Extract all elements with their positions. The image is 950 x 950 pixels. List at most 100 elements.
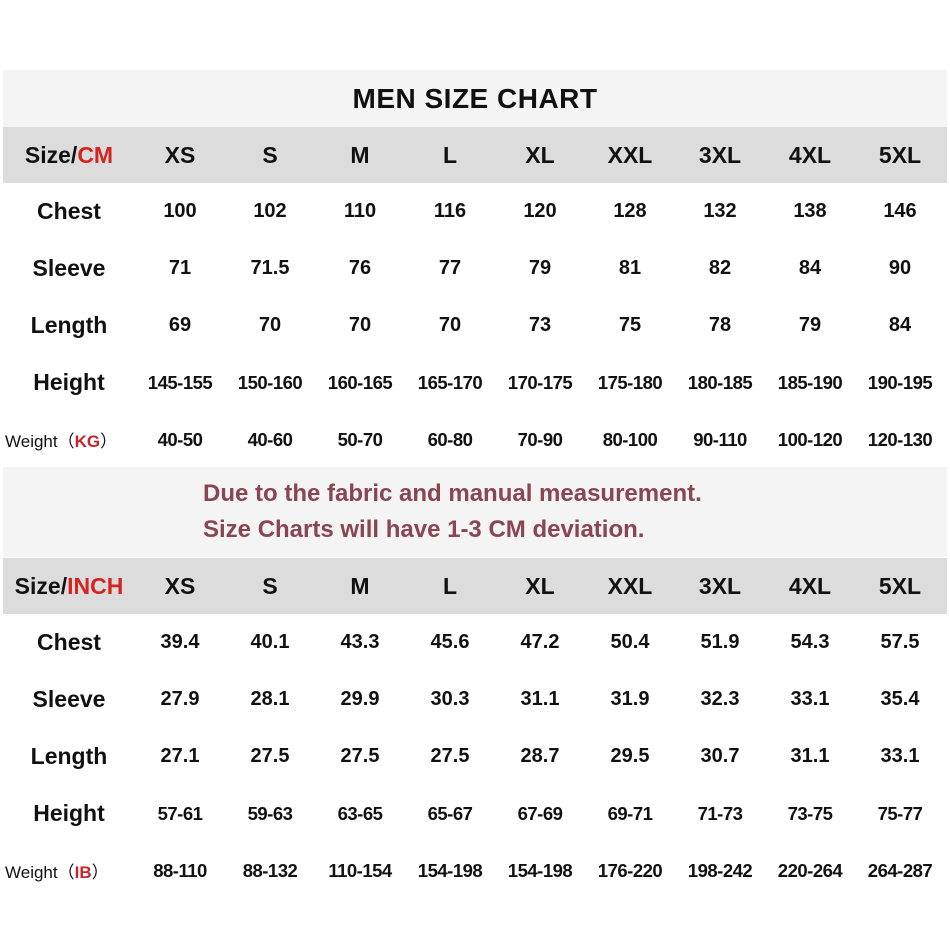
- table-cell: 71: [168, 257, 192, 279]
- table-cell: 54.3: [790, 631, 830, 653]
- size-header: M: [350, 141, 370, 168]
- table-cell: 32.3: [700, 688, 740, 710]
- table-cell: 70-90: [517, 428, 563, 450]
- row-label: Chest: [37, 629, 101, 655]
- size-header: S: [262, 141, 278, 168]
- table-row: Height 57-61 59-63 63-65 65-67 67-69 69-71 71-7…: [3, 785, 947, 842]
- row-label-end: ）: [91, 863, 109, 882]
- table-cell: 57-61: [157, 802, 203, 824]
- table-cell: 132: [703, 200, 737, 222]
- table-cell: 78: [708, 314, 732, 336]
- table-cell: 75: [618, 314, 642, 336]
- table-cell: 160-165: [327, 371, 393, 393]
- table-cell: 76: [348, 257, 372, 279]
- size-header: XL: [525, 141, 555, 168]
- table-cell: 102: [253, 200, 287, 222]
- header-row: Size/CM XS S M L XL XXL 3XL 4XL 5XL: [3, 127, 947, 183]
- row-label: Sleeve: [32, 686, 106, 712]
- table-cell: 29.5: [610, 745, 650, 767]
- table-cell: 180-185: [687, 371, 753, 393]
- table-cell: 27.5: [340, 745, 380, 767]
- table-cell: 176-220: [597, 859, 663, 881]
- table-cell: 33.1: [790, 688, 830, 710]
- size-header: XXL: [607, 141, 653, 168]
- table-cell: 90: [888, 257, 912, 279]
- table-cell: 73-75: [787, 802, 833, 824]
- table-cell: 60-80: [427, 428, 473, 450]
- table-row: Chest 100 102 110 116 120 128 132 138 146: [3, 183, 947, 240]
- table-row: Sleeve 71 71.5 76 77 79 81 82 84 90: [3, 240, 947, 297]
- table-cell: 71-73: [697, 802, 743, 824]
- row-label-unit: KG: [74, 432, 101, 451]
- table-cell: 27.5: [250, 745, 290, 767]
- table-cell: 59-63: [247, 802, 293, 824]
- row-label-text: Weight（: [5, 863, 75, 882]
- table-cell: 84: [888, 314, 912, 336]
- header-label: Size/CM: [3, 142, 135, 169]
- size-header: 3XL: [698, 141, 742, 168]
- table-cell: 79: [798, 314, 822, 336]
- table-cell: 40-50: [157, 428, 203, 450]
- table-cell: 31.9: [610, 688, 650, 710]
- table-cell: 28.1: [250, 688, 290, 710]
- table-cell: 75-77: [877, 802, 923, 824]
- table-cell: 40-60: [247, 428, 293, 450]
- table-cell: 39.4: [160, 631, 200, 653]
- table-cell: 67-69: [517, 802, 563, 824]
- row-label-unit: IB: [74, 863, 92, 882]
- measurement-note: Due to the fabric and manual measurement…: [3, 467, 947, 557]
- table-cell: 79: [528, 257, 552, 279]
- table-cell: 80-100: [602, 428, 658, 450]
- table-cell: 81: [618, 257, 642, 279]
- table-cell: 70: [438, 314, 462, 336]
- table-cell: 120-130: [867, 428, 933, 450]
- table-cell: 185-190: [777, 371, 843, 393]
- table-cell: 30.7: [700, 745, 740, 767]
- table-cell: 73: [528, 314, 552, 336]
- table-cell: 33.1: [880, 745, 920, 767]
- row-label: Weight（KG）: [3, 427, 135, 452]
- table-cell: 116: [433, 200, 467, 222]
- table-cell: 27.1: [160, 745, 200, 767]
- size-header: XS: [164, 141, 196, 168]
- table-cell: 31.1: [520, 688, 560, 710]
- row-label: Chest: [37, 198, 101, 224]
- header-unit: CM: [77, 141, 114, 168]
- size-header: 5XL: [878, 141, 922, 168]
- size-header: L: [442, 572, 458, 599]
- table-cell: 138: [793, 200, 827, 222]
- table-cell: 47.2: [520, 631, 560, 653]
- size-header: XL: [525, 572, 555, 599]
- table-row: Length 27.1 27.5 27.5 27.5 28.7 29.5 30.7 31.1 33…: [3, 728, 947, 785]
- size-header: L: [442, 141, 458, 168]
- table-cell: 77: [438, 257, 462, 279]
- table-cell: 50.4: [610, 631, 650, 653]
- table-cell: 40.1: [250, 631, 290, 653]
- table-cell: 88-132: [242, 859, 298, 881]
- size-header: XS: [164, 572, 196, 599]
- header-unit: INCH: [67, 572, 124, 599]
- row-label-text: Weight（: [5, 432, 75, 451]
- table-cell: 165-170: [417, 371, 483, 393]
- row-label: Height: [33, 800, 105, 826]
- row-label: Height: [33, 369, 105, 395]
- table-cell: 29.9: [340, 688, 380, 710]
- row-label: Length: [30, 743, 108, 769]
- note-line-1: Due to the fabric and manual measurement…: [203, 480, 702, 507]
- note-line-2: Size Charts will have 1-3 CM deviation.: [203, 516, 645, 543]
- table-cell: 70: [348, 314, 372, 336]
- table-cell: 82: [708, 257, 732, 279]
- table-cell: 30.3: [430, 688, 470, 710]
- table-cell: 128: [613, 200, 647, 222]
- table-cell: 57.5: [880, 631, 920, 653]
- table-cell: 50-70: [337, 428, 383, 450]
- size-header: S: [262, 572, 278, 599]
- table-cell: 145-155: [147, 371, 213, 393]
- table-cell: 43.3: [340, 631, 380, 653]
- size-header: 3XL: [698, 572, 742, 599]
- table-cell: 31.1: [790, 745, 830, 767]
- table-cell: 175-180: [597, 371, 663, 393]
- table-cell: 190-195: [867, 371, 933, 393]
- table-cell: 65-67: [427, 802, 473, 824]
- table-cell: 28.7: [520, 745, 560, 767]
